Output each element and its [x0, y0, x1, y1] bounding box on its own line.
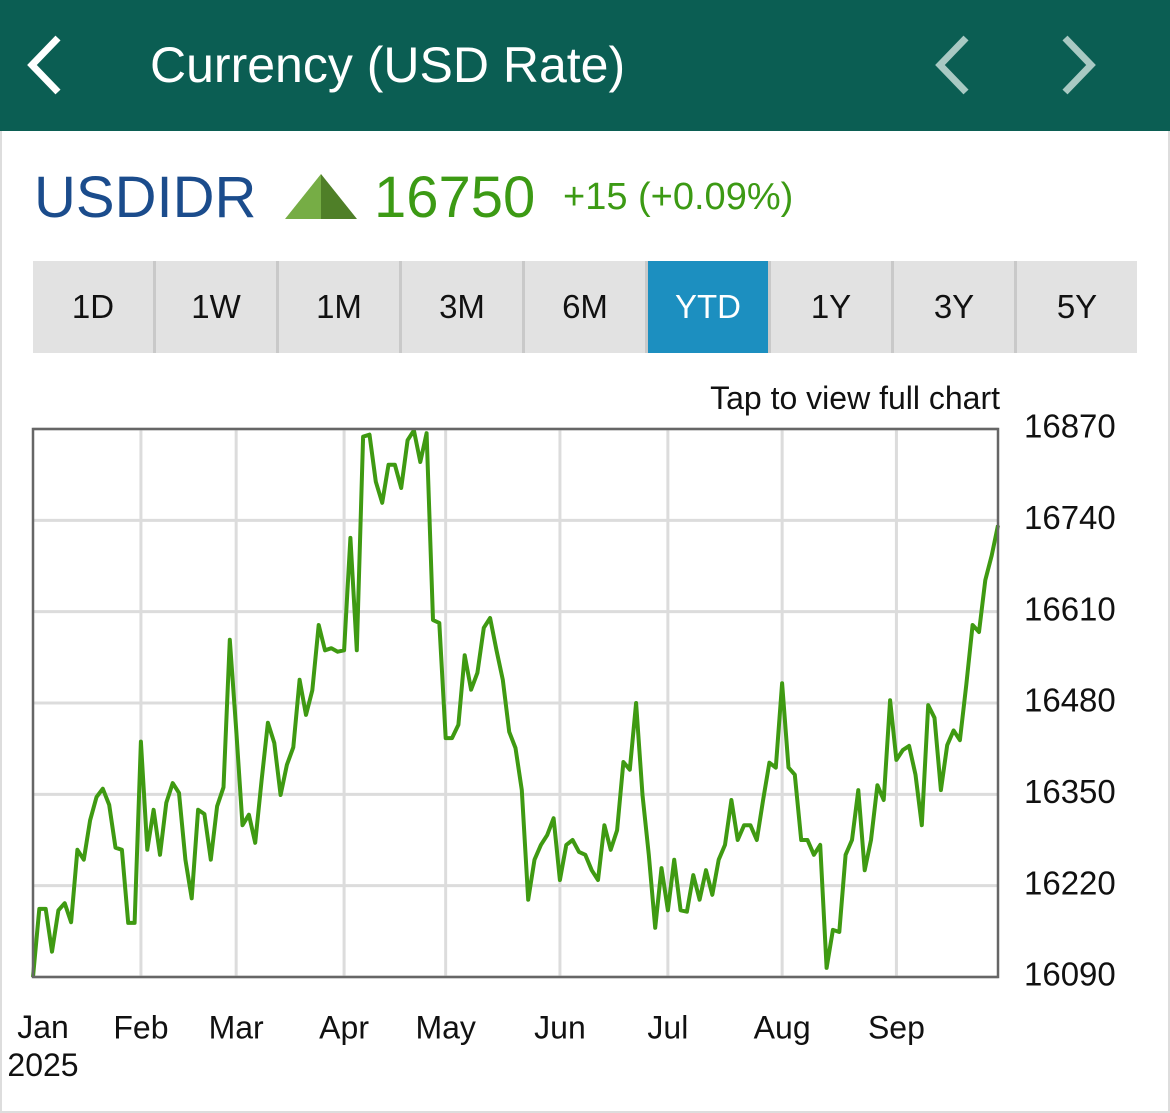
x-tick-label: Feb [113, 1009, 168, 1045]
x-tick-label: Sep [868, 1009, 925, 1045]
change: +15 (+0.09%) [563, 176, 794, 218]
x-tick-label: Mar [209, 1009, 264, 1045]
range-tab[interactable]: 1D [33, 261, 156, 353]
chart-hint[interactable]: Tap to view full chart [710, 380, 1000, 416]
y-tick-label: 16740 [1024, 499, 1116, 536]
x-tick-label: Jan 2025 [7, 1009, 78, 1083]
range-tab[interactable]: 3Y [894, 261, 1017, 353]
range-tab[interactable]: 1M [279, 261, 402, 353]
x-tick-label: Jul [647, 1009, 688, 1045]
y-tick-label: 16220 [1024, 864, 1116, 901]
header-bar: Currency (USD Rate) [0, 0, 1170, 131]
x-tick-label: May [415, 1009, 475, 1045]
y-tick-label: 16610 [1024, 590, 1116, 627]
content-frame [0, 131, 1170, 1113]
range-tab[interactable]: 5Y [1017, 261, 1137, 353]
price: 16750 [374, 165, 536, 230]
up-arrow [285, 174, 357, 219]
range-tab[interactable]: 6M [525, 261, 648, 353]
price-line [31, 428, 1000, 978]
x-tick-label: Aug [754, 1009, 811, 1045]
y-tick-label: 16480 [1024, 682, 1116, 719]
back-button[interactable] [24, 30, 68, 100]
y-tick-label: 16350 [1024, 773, 1116, 810]
y-tick-label: 16870 [1024, 408, 1116, 445]
range-tab[interactable]: 3M [402, 261, 525, 353]
next-button[interactable] [1055, 30, 1099, 100]
range-tab[interactable]: 1W [156, 261, 279, 353]
x-tick-label: Apr [319, 1009, 369, 1045]
symbol: USDIDR [34, 165, 257, 230]
plot-border [31, 427, 1000, 979]
range-tab[interactable]: 1Y [771, 261, 894, 353]
prev-button[interactable] [932, 30, 976, 100]
header-title: Currency (USD Rate) [150, 37, 626, 93]
x-tick-label: Jun [534, 1009, 586, 1045]
range-tab[interactable]: YTD [648, 261, 771, 353]
range-tabs: 1D 1W 1M 3M 6M YTD 1Y 3Y 5Y [33, 261, 1137, 353]
y-tick-label: 16090 [1024, 956, 1116, 993]
